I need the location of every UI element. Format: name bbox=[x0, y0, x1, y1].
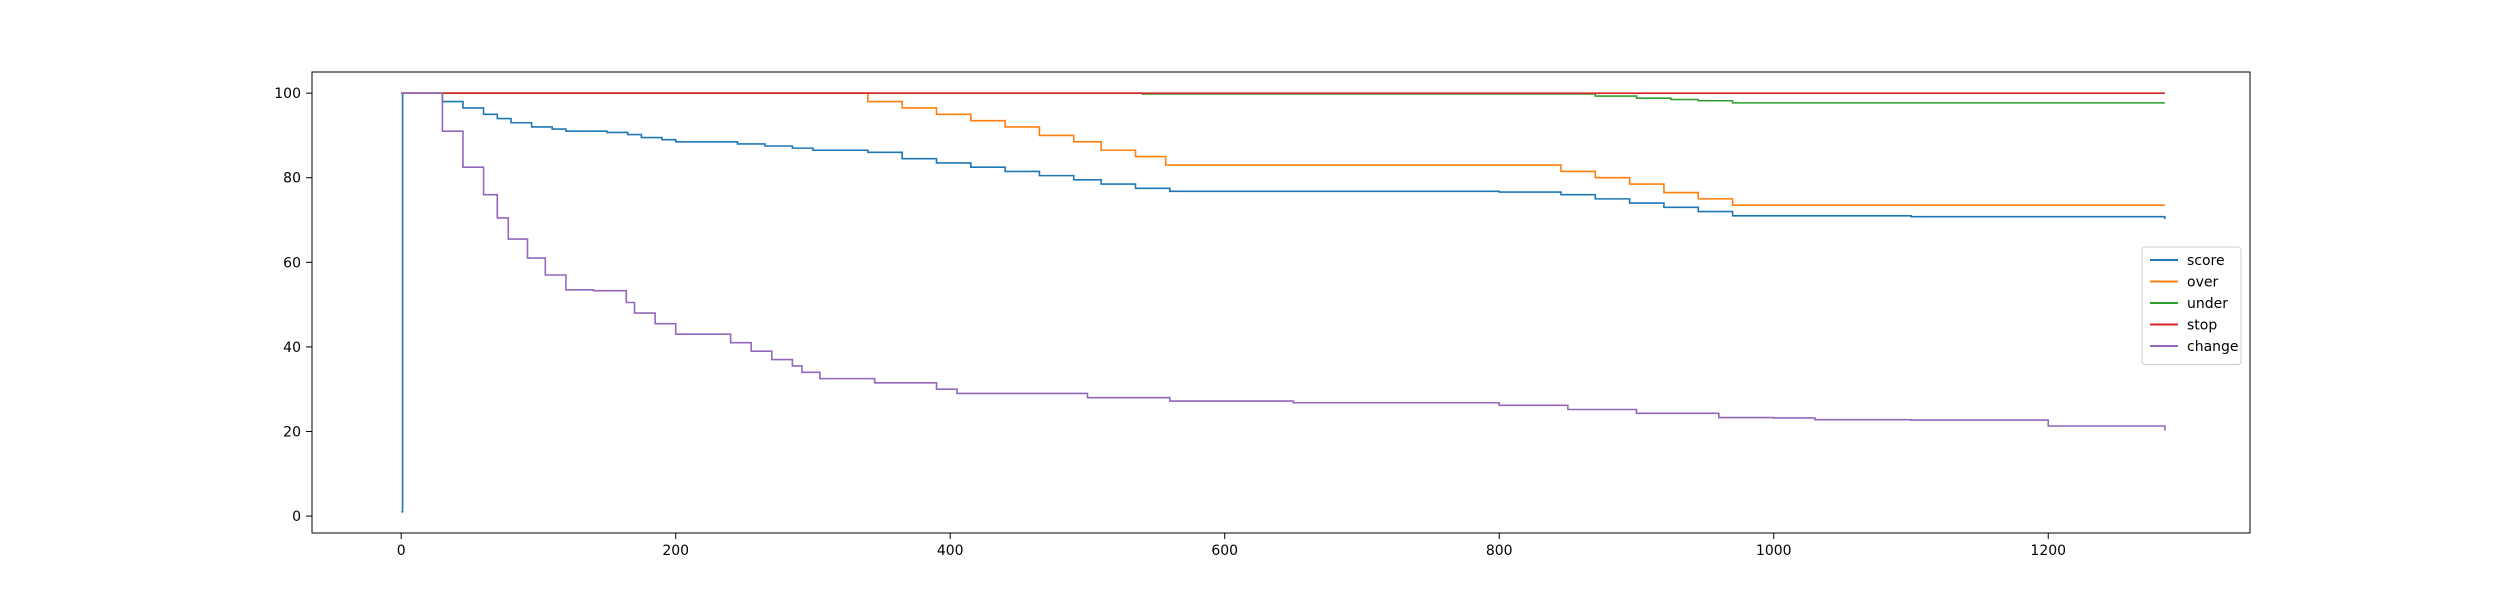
x-tick-label: 400 bbox=[937, 543, 964, 559]
y-tick-label: 100 bbox=[274, 86, 301, 102]
legend-box bbox=[2141, 246, 2242, 365]
series-line-over bbox=[401, 92, 2165, 207]
legend-label-over: over bbox=[2187, 275, 2218, 291]
x-tick-label: 0 bbox=[397, 543, 406, 559]
x-tick-label: 600 bbox=[1211, 543, 1238, 559]
y-tick-label: 40 bbox=[283, 340, 301, 356]
legend: score over under stop change bbox=[2141, 246, 2242, 365]
legend-label-stop: stop bbox=[2187, 318, 2217, 334]
y-axis-ticks: 0 20 40 60 80 100 bbox=[274, 86, 312, 525]
series-layer bbox=[401, 92, 2166, 513]
legend-label-under: under bbox=[2187, 296, 2228, 312]
x-tick-label: 1200 bbox=[2030, 543, 2066, 559]
series-line-score bbox=[401, 92, 2166, 513]
y-tick-label: 0 bbox=[292, 509, 301, 525]
y-tick-label: 80 bbox=[283, 171, 301, 187]
x-axis-ticks: 0 200 400 600 800 1000 1200 bbox=[397, 533, 2066, 559]
series-line-under bbox=[401, 92, 2165, 104]
x-tick-label: 800 bbox=[1486, 543, 1513, 559]
series-line-change bbox=[401, 92, 2166, 431]
y-tick-label: 20 bbox=[283, 424, 301, 440]
y-tick-label: 60 bbox=[283, 255, 301, 271]
legend-label-change: change bbox=[2187, 339, 2239, 355]
plot-frame bbox=[311, 71, 2251, 534]
x-tick-label: 200 bbox=[662, 543, 689, 559]
x-tick-label: 1000 bbox=[1756, 543, 1792, 559]
legend-label-score: score bbox=[2187, 253, 2225, 269]
